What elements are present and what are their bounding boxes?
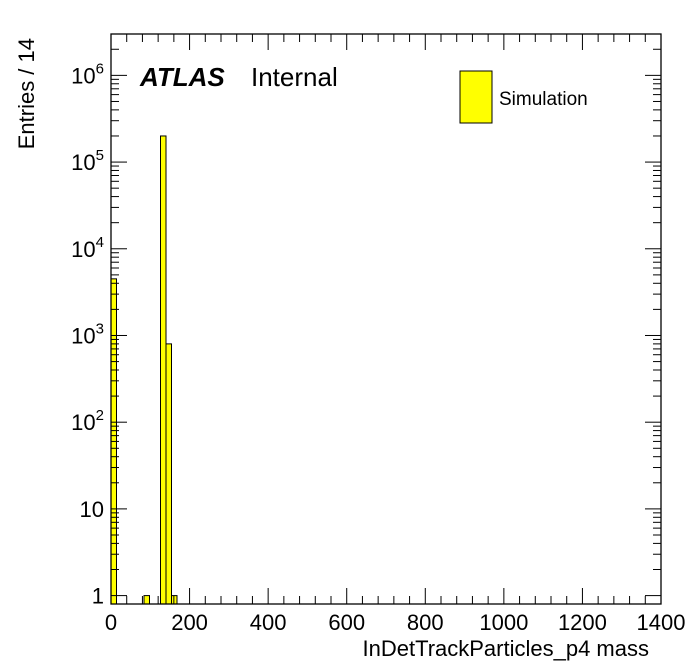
legend: Simulation — [459, 70, 588, 124]
legend-label: Simulation — [499, 89, 588, 110]
y-tick-labels: 1 10 102 103 104 105 106 — [71, 60, 104, 608]
y-tick-label: 102 — [71, 407, 104, 435]
x-tick-label: 1200 — [558, 610, 607, 635]
x-tick-label: 800 — [407, 610, 444, 635]
legend-swatch — [459, 70, 493, 124]
y-tick-label: 10 — [80, 497, 104, 522]
y-tick-label: 1 — [92, 584, 104, 609]
y-tick-label: 106 — [71, 60, 104, 88]
plot-frame — [110, 33, 662, 605]
internal-label: Internal — [251, 62, 338, 92]
histogram-bar — [165, 343, 172, 605]
atlas-label: ATLAS — [139, 62, 225, 92]
x-tick-labels: 0 200 400 600 800 1000 1200 1400 — [105, 610, 686, 635]
histogram-bar — [143, 595, 150, 605]
x-tick-label: 600 — [328, 610, 365, 635]
x-axis-title: InDetTrackParticles_p4 mass — [362, 636, 649, 661]
x-tick-label: 1400 — [637, 610, 686, 635]
y-tick-label: 103 — [71, 320, 104, 348]
histogram-bar — [160, 135, 167, 605]
x-tick-label: 0 — [105, 610, 117, 635]
x-tick-label: 1000 — [479, 610, 528, 635]
y-tick-label: 105 — [71, 147, 104, 175]
x-tick-label: 400 — [250, 610, 287, 635]
x-tick-label: 200 — [171, 610, 208, 635]
y-axis-title: Entries / 14 — [14, 38, 39, 149]
histogram-bars — [110, 135, 178, 605]
axis-ticks — [110, 33, 662, 604]
y-tick-label: 104 — [71, 234, 104, 262]
